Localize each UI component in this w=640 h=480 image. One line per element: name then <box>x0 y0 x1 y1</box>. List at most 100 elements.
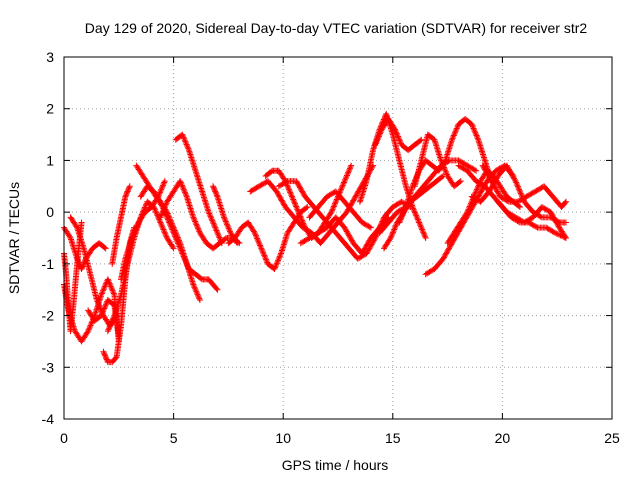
data-point-marker <box>101 283 108 290</box>
data-point-marker <box>249 186 256 193</box>
data-point-marker <box>210 184 217 191</box>
data-point-marker <box>178 180 185 187</box>
data-point-marker <box>261 253 268 260</box>
data-point-marker <box>192 285 199 292</box>
data-point-marker <box>257 182 264 189</box>
data-point-marker <box>217 237 224 244</box>
data-point-marker <box>134 220 141 227</box>
data-point-marker <box>100 348 107 355</box>
data-point-marker <box>157 214 164 221</box>
data-point-marker <box>158 220 165 227</box>
data-point-marker <box>271 266 278 273</box>
data-point-marker <box>100 287 107 294</box>
data-point-marker <box>164 210 171 217</box>
data-point-marker <box>182 138 189 145</box>
data-point-marker <box>182 190 189 197</box>
data-point-marker <box>169 221 176 228</box>
data-point-marker <box>190 214 197 221</box>
data-point-marker <box>106 323 113 330</box>
x-tick-label: 5 <box>170 430 178 446</box>
data-point-marker <box>126 183 133 190</box>
data-point-marker <box>210 183 217 190</box>
data-point-marker <box>252 231 259 238</box>
data-point-marker <box>158 186 165 193</box>
data-point-marker <box>262 255 269 262</box>
data-point-marker <box>226 227 233 234</box>
data-point-marker <box>251 186 258 193</box>
data-point-marker <box>233 238 240 245</box>
data-point-marker <box>209 217 216 224</box>
data-point-marker <box>170 224 177 231</box>
data-point-marker <box>86 323 93 330</box>
data-point-marker <box>168 219 175 226</box>
data-point-marker <box>122 193 129 200</box>
data-point-marker <box>206 210 213 217</box>
data-point-marker <box>263 256 270 263</box>
data-point-marker <box>224 221 231 228</box>
data-point-marker <box>192 219 199 226</box>
data-point-marker <box>161 178 168 185</box>
data-point-marker <box>131 227 138 234</box>
data-point-marker <box>252 232 259 239</box>
data-point-marker <box>195 227 202 234</box>
data-point-marker <box>174 234 181 241</box>
data-point-marker <box>257 242 264 249</box>
data-point-marker <box>101 244 108 251</box>
data-point-marker <box>131 229 138 236</box>
data-point-marker <box>132 226 139 233</box>
data-point-marker <box>179 132 186 139</box>
data-point-marker <box>161 204 168 211</box>
y-tick-label: -3 <box>42 359 55 375</box>
data-point-marker <box>162 201 169 208</box>
data-point-marker <box>208 214 215 221</box>
data-point-marker <box>163 200 170 207</box>
data-point-marker <box>103 356 110 363</box>
y-tick-label: -4 <box>42 411 55 427</box>
series-arc-28 <box>444 167 523 247</box>
data-point-marker <box>174 233 181 240</box>
data-point-marker <box>274 258 281 265</box>
series-arc-4 <box>67 214 120 329</box>
data-point-marker <box>110 315 117 322</box>
data-point-marker <box>100 308 107 315</box>
data-point-marker <box>79 263 86 270</box>
data-point-marker <box>105 277 112 284</box>
y-tick-label: -2 <box>42 308 55 324</box>
data-point-marker <box>274 189 281 196</box>
data-point-marker <box>258 181 265 188</box>
series-arc-8 <box>109 183 133 267</box>
data-point-marker <box>303 204 310 211</box>
data-point-marker <box>85 328 92 335</box>
data-point-marker <box>170 245 177 252</box>
data-point-marker <box>130 230 137 237</box>
data-point-marker <box>185 145 192 152</box>
data-point-marker <box>125 187 132 194</box>
data-point-marker <box>255 239 262 246</box>
y-tick-label: 1 <box>46 152 54 168</box>
data-point-marker <box>172 228 179 235</box>
data-point-marker <box>160 207 167 214</box>
data-point-marker <box>106 325 113 332</box>
data-point-marker <box>212 188 219 195</box>
data-point-marker <box>275 257 282 264</box>
data-point-marker <box>222 218 229 225</box>
data-point-marker <box>257 243 264 250</box>
data-point-marker <box>159 183 166 190</box>
data-point-marker <box>88 321 95 328</box>
data-point-marker <box>98 290 105 297</box>
data-point-marker <box>159 225 166 232</box>
data-point-marker <box>86 325 93 332</box>
data-point-marker <box>110 313 117 320</box>
data-point-marker <box>216 234 223 241</box>
data-point-marker <box>172 230 179 237</box>
x-axis-label: GPS time / hours <box>282 457 389 473</box>
data-point-marker <box>173 231 180 238</box>
data-point-marker <box>142 203 149 210</box>
data-point-marker <box>103 301 110 308</box>
data-point-marker <box>167 217 174 224</box>
data-point-marker <box>259 248 266 255</box>
data-point-marker <box>212 224 219 231</box>
data-point-marker <box>253 234 260 241</box>
grid-lines <box>64 57 612 419</box>
